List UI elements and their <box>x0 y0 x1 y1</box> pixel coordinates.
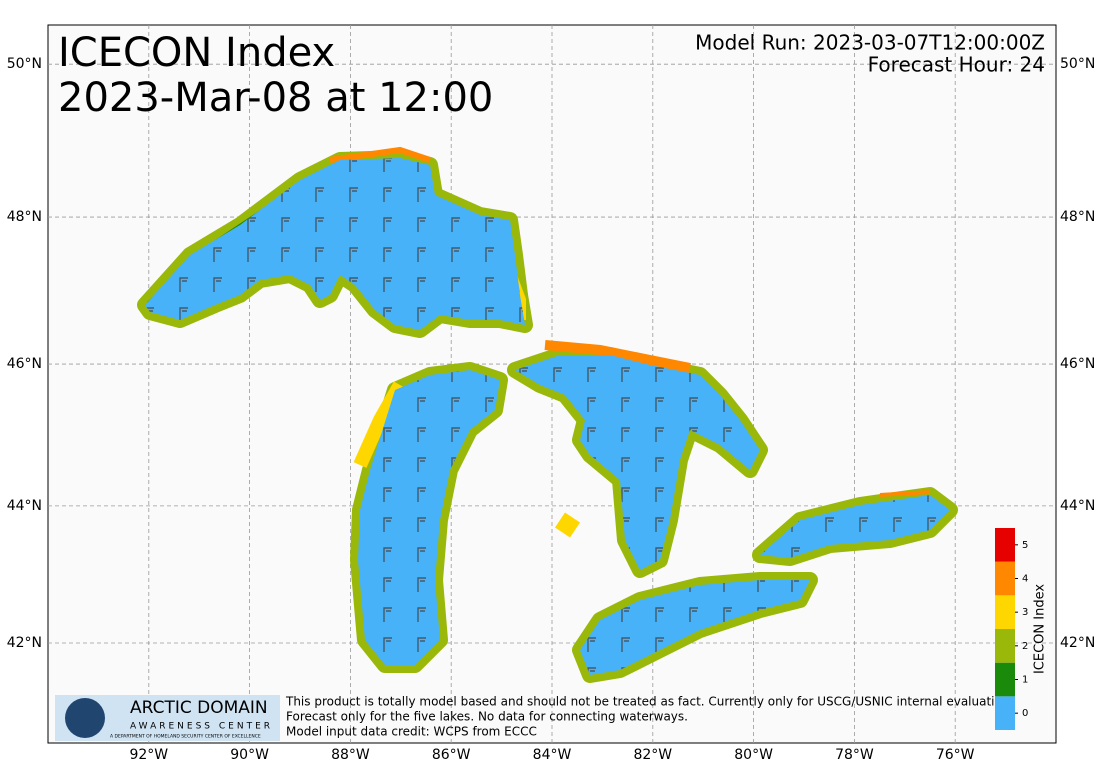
disclaimer-line: Forecast only for the five lakes. No dat… <box>286 710 688 724</box>
colorbar-tick-label: 2 <box>1022 641 1028 652</box>
x-tick-label: 88°W <box>331 747 370 763</box>
colorbar-swatch <box>995 696 1015 730</box>
x-tick-label: 84°W <box>533 747 572 763</box>
forecast-hour: Forecast Hour: 24 <box>868 53 1045 77</box>
logo-caption: A DEPARTMENT OF HOMELAND SECURITY CENTER… <box>110 734 261 740</box>
y-tick-label: 48°N <box>7 209 42 225</box>
x-tick-label: 92°W <box>129 747 168 763</box>
colorbar-tick-label: 5 <box>1022 540 1028 551</box>
x-tick-label: 90°W <box>230 747 269 763</box>
x-tick-label: 80°W <box>734 747 773 763</box>
colorbar: 0 1 2 3 4 5 <box>995 528 1028 730</box>
y-tick-label: 44°N <box>1060 498 1095 514</box>
y-tick-label: 50°N <box>7 56 42 72</box>
logo-tagline: AWARENESS CENTER <box>130 722 273 732</box>
y-tick-label: 42°N <box>1060 635 1095 651</box>
disclaimer: This product is totally model based and … <box>285 695 1013 739</box>
x-tick-label: 86°W <box>432 747 471 763</box>
y-tick-label: 42°N <box>7 635 42 651</box>
disclaimer-line: This product is totally model based and … <box>285 695 1013 709</box>
title: ICECON Index <box>58 30 335 76</box>
colorbar-tick-label: 0 <box>1022 708 1028 719</box>
x-tick-label: 82°W <box>633 747 672 763</box>
model-run: Model Run: 2023-03-07T12:00:00Z <box>695 31 1045 55</box>
logo-name: ARCTIC DOMAIN <box>130 698 268 718</box>
colorbar-label: ICECON Index <box>1033 584 1048 674</box>
y-tick-label: 50°N <box>1060 56 1095 72</box>
x-tick-label: 76°W <box>936 747 975 763</box>
colorbar-swatch <box>995 561 1015 596</box>
y-tick-label: 44°N <box>7 498 42 514</box>
logo: ARCTIC DOMAIN AWARENESS CENTER A DEPARTM… <box>55 695 280 741</box>
colorbar-tick-label: 1 <box>1022 675 1028 686</box>
colorbar-swatch <box>995 662 1015 697</box>
logo-globe <box>65 698 105 738</box>
y-tick-label: 48°N <box>1060 209 1095 225</box>
lakes <box>145 146 950 675</box>
colorbar-swatch <box>995 595 1015 629</box>
colorbar-tick-label: 4 <box>1022 574 1028 585</box>
disclaimer-line: Model input data credit: WCPS from ECCC <box>286 725 537 739</box>
y-tick-label: 46°N <box>7 356 42 372</box>
y-tick-label: 46°N <box>1060 356 1095 372</box>
x-tick-label: 78°W <box>835 747 874 763</box>
subtitle: 2023-Mar-08 at 12:00 <box>58 75 493 121</box>
colorbar-tick-label: 3 <box>1022 607 1028 618</box>
colorbar-swatch <box>995 629 1015 663</box>
colorbar-swatch <box>995 528 1015 562</box>
